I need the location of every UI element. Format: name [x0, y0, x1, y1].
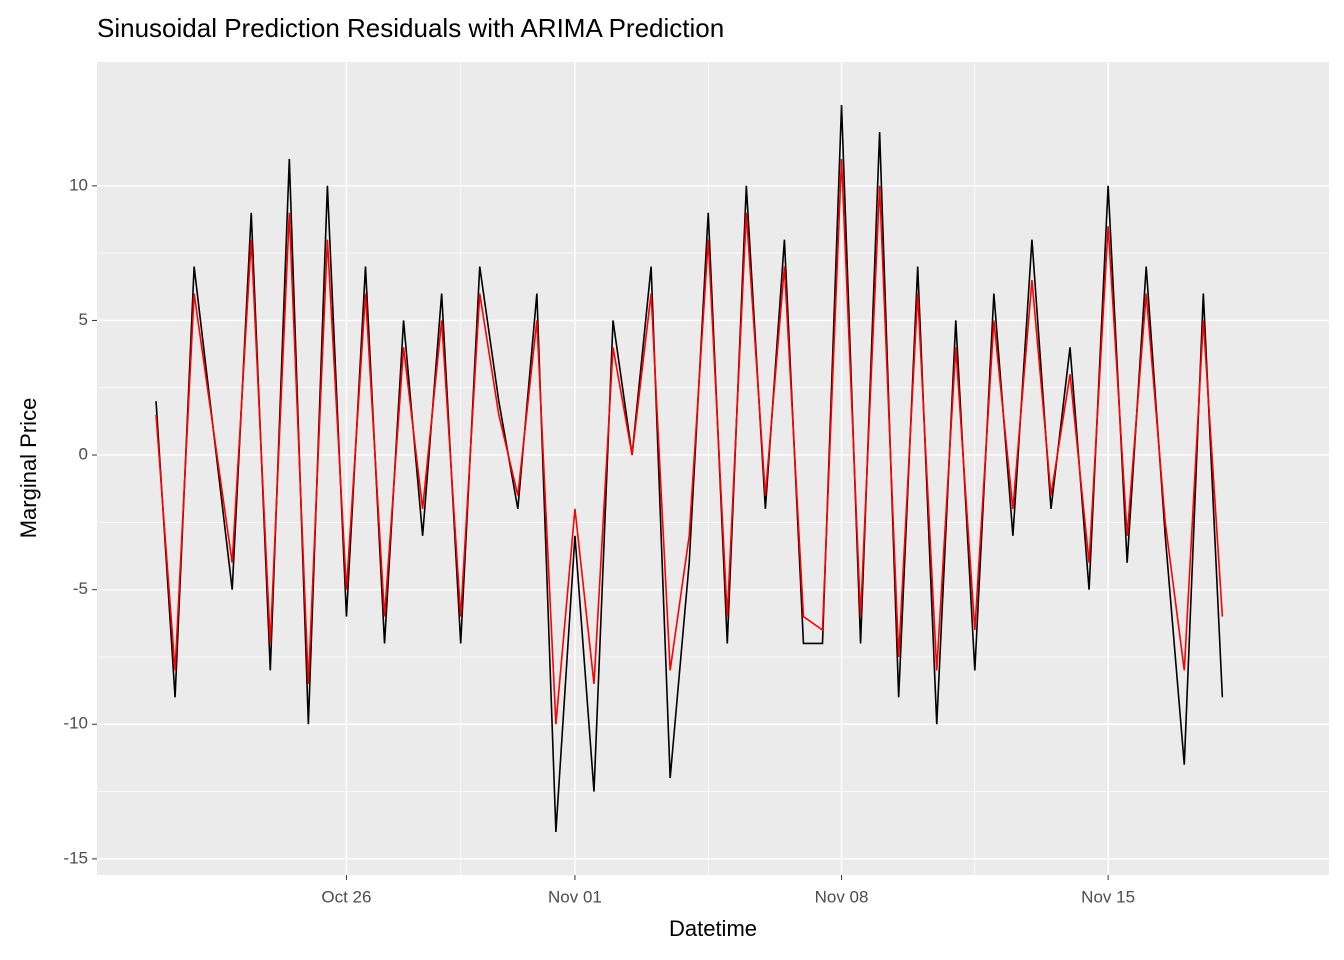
- y-tick-label: -15: [63, 848, 88, 867]
- x-axis-title: Datetime: [669, 916, 757, 941]
- y-tick-label: -10: [63, 714, 88, 733]
- x-tick-label: Nov 01: [548, 887, 602, 906]
- y-axis-title: Marginal Price: [16, 398, 41, 539]
- plot-panel: [97, 62, 1329, 875]
- x-tick-label: Nov 08: [815, 887, 869, 906]
- x-tick-label: Oct 26: [321, 887, 371, 906]
- x-tick-label: Nov 15: [1081, 887, 1135, 906]
- y-tick-label: 5: [79, 310, 88, 329]
- y-tick-label: -5: [73, 579, 88, 598]
- chart-title: Sinusoidal Prediction Residuals with ARI…: [97, 13, 724, 43]
- y-tick-label: 10: [69, 175, 88, 194]
- series-line: [155, 158, 1224, 725]
- y-tick-label: 0: [79, 445, 88, 464]
